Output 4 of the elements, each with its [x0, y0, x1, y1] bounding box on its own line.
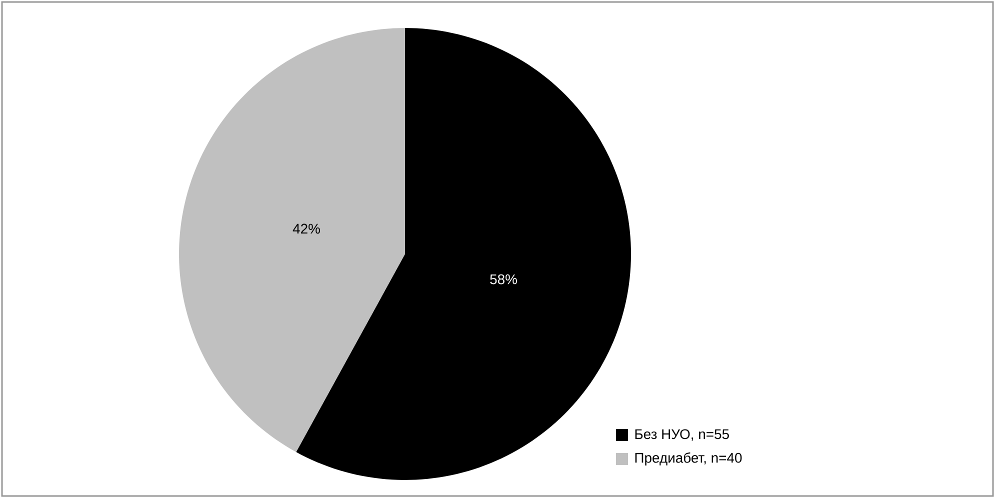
- legend-label: Без НУО, n=55: [635, 429, 729, 441]
- data-label: 58%: [490, 274, 517, 284]
- legend-label: Предиабет, n=40: [635, 452, 742, 466]
- data-label: 42%: [292, 224, 320, 234]
